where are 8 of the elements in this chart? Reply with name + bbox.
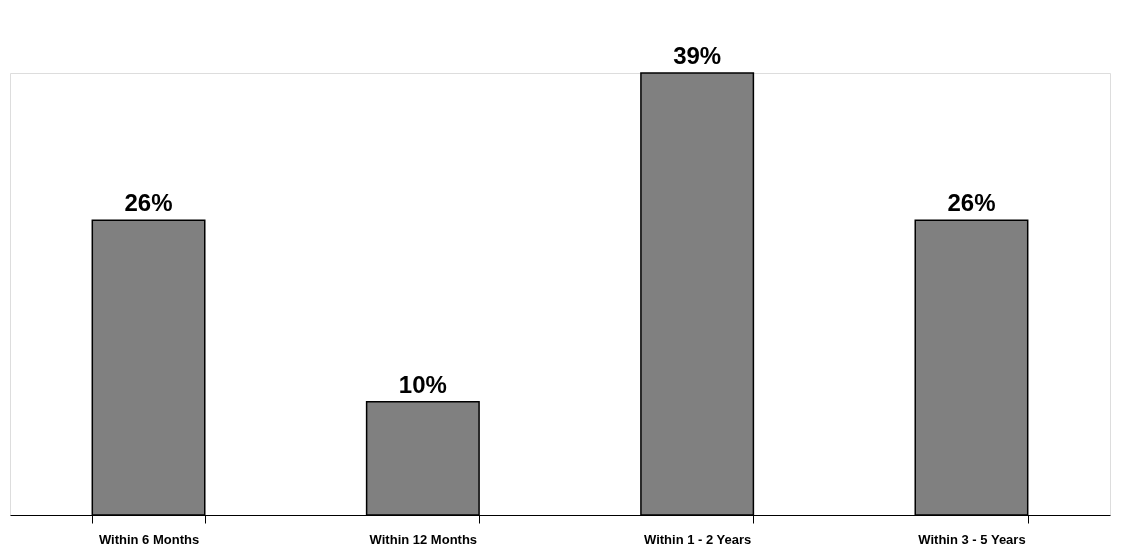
data-label: 26%: [124, 189, 173, 217]
x-tick-label: Within 3 - 5 Years: [918, 531, 1026, 547]
data-label: 39%: [673, 42, 722, 69]
x-tick-label: Within 12 Months: [369, 531, 478, 547]
x-tick-label: Within 6 Months: [98, 531, 200, 547]
x-tick-label: Within 1 - 2 Years: [644, 531, 752, 547]
data-label: 26%: [947, 189, 996, 217]
data-label: 10%: [398, 370, 447, 398]
